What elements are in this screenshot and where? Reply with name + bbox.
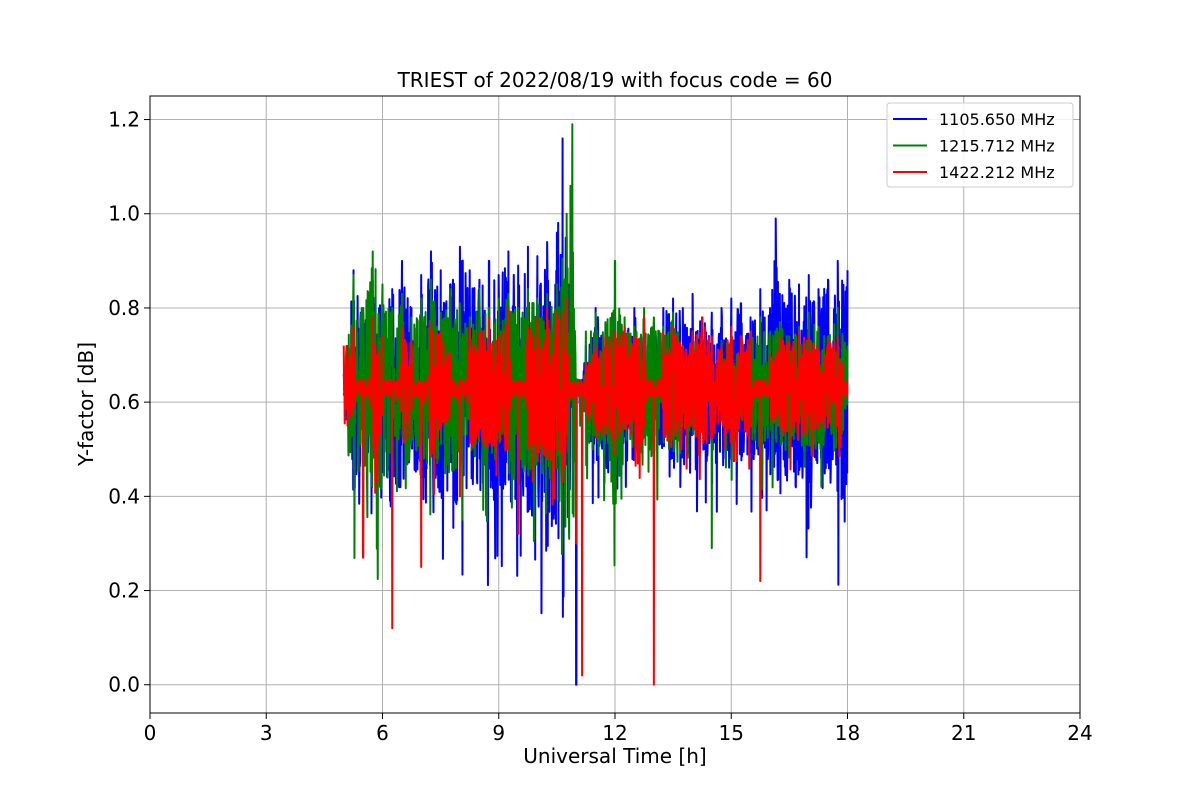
x-tick-label: 15: [719, 721, 744, 745]
y-tick-label: 0.8: [108, 296, 140, 320]
series-line-2: [342, 123, 849, 581]
x-tick-label: 3: [260, 721, 273, 745]
y-tick-label: 0.4: [108, 484, 140, 508]
legend-label-3: 1422.212 MHz: [939, 163, 1055, 182]
y-tick-label: 0.2: [108, 579, 140, 603]
y-tick-label: 0.0: [108, 673, 140, 697]
x-tick-label: 18: [835, 721, 860, 745]
x-tick-label: 0: [144, 721, 157, 745]
legend: 1105.650 MHz 1215.712 MHz 1422.212 MHz: [886, 102, 1074, 188]
x-axis-title: Universal Time [h]: [523, 744, 706, 768]
plot-series: [342, 123, 849, 686]
axis-ticks: 0 3 6 9 12 15 18 21 24 0.0 0.2 0.4 0.6 0.8 1.0 1.2: [108, 108, 1093, 745]
series-line-3: [342, 297, 849, 686]
x-tick-label: 9: [492, 721, 505, 745]
y-tick-label: 1.0: [108, 202, 140, 226]
y-tick-label: 0.6: [108, 390, 140, 414]
x-tick-label: 6: [376, 721, 389, 745]
y-axis-title: Y-factor [dB]: [74, 342, 98, 467]
y-tick-label: 1.2: [108, 108, 140, 132]
legend-box: [886, 102, 1074, 188]
legend-label-1: 1105.650 MHz: [939, 110, 1055, 129]
chart-title: TRIEST of 2022/08/19 with focus code = 6…: [397, 68, 833, 92]
x-tick-label: 21: [951, 721, 976, 745]
legend-label-2: 1215.712 MHz: [939, 137, 1055, 156]
x-tick-label: 24: [1067, 721, 1092, 745]
x-tick-label: 12: [602, 721, 627, 745]
